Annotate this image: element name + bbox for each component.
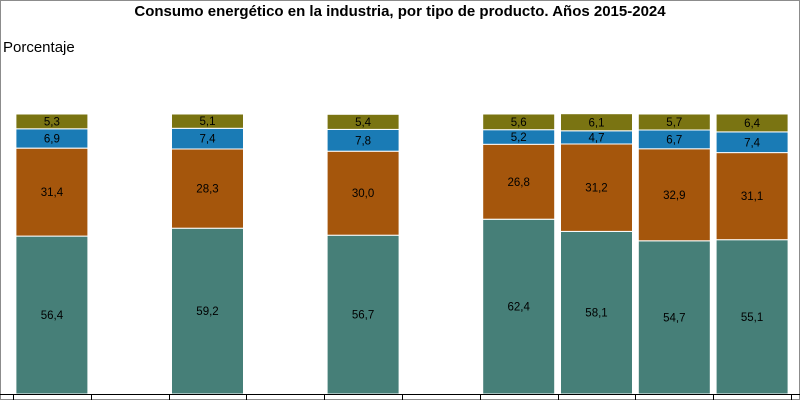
- data-label-2015-series-4: 5,3: [44, 116, 60, 128]
- data-label-2023-series-4: 5,7: [666, 117, 682, 129]
- x-axis: [0, 394, 800, 400]
- data-label-2021-series-4: 5,6: [511, 117, 527, 129]
- bar-segment-2021-series-2: [482, 143, 556, 220]
- bar-segment-2015-series-1: [15, 235, 89, 395]
- bar-segment-2024-series-1: [715, 239, 789, 395]
- data-label-2023-series-2: 32,9: [663, 190, 685, 202]
- data-label-2024-series-1: 55,1: [741, 312, 763, 324]
- data-label-2021-series-2: 26,8: [508, 177, 530, 189]
- bar-segment-2019-series-2: [326, 150, 400, 236]
- data-label-2017-series-3: 7,4: [200, 134, 217, 146]
- data-label-2017-series-1: 59,2: [196, 306, 218, 318]
- bar-segment-2023-series-2: [637, 148, 711, 242]
- bar-segment-2017-series-2: [171, 148, 244, 229]
- data-label-2015-series-3: 6,9: [44, 134, 60, 146]
- bar-segment-2023-series-4: [637, 113, 711, 131]
- data-label-2019-series-3: 7,8: [355, 135, 371, 147]
- data-label-2023-series-1: 54,7: [663, 312, 685, 324]
- data-label-2015-series-2: 31,4: [41, 187, 64, 199]
- data-label-2017-series-2: 28,3: [196, 184, 218, 196]
- bar-segment-2019-series-4: [326, 113, 400, 130]
- data-label-2022-series-1: 58,1: [585, 308, 607, 320]
- bar-segment-2017-series-4: [171, 113, 244, 129]
- data-label-2021-series-1: 62,4: [508, 302, 531, 314]
- bar-segment-2022-series-4: [560, 113, 633, 132]
- bar-segment-2022-series-2: [560, 143, 633, 232]
- data-label-2019-series-1: 56,7: [352, 310, 374, 322]
- data-label-2019-series-4: 5,4: [355, 117, 372, 129]
- data-label-2024-series-3: 7,4: [744, 137, 761, 149]
- bar-segment-2015-series-2: [15, 147, 89, 237]
- bar-segment-2024-series-4: [715, 113, 789, 133]
- data-label-2015-series-1: 56,4: [41, 310, 64, 322]
- data-label-2017-series-4: 5,1: [200, 116, 216, 128]
- bar-segment-2021-series-1: [482, 218, 556, 395]
- bar-segment-2022-series-1: [560, 230, 633, 395]
- data-label-2023-series-3: 6,7: [666, 134, 682, 146]
- bar-segment-2015-series-4: [15, 113, 89, 130]
- data-label-2022-series-4: 6,1: [589, 117, 605, 129]
- data-label-2024-series-4: 6,4: [744, 118, 761, 130]
- bar-segment-2021-series-4: [482, 113, 556, 131]
- data-label-2024-series-2: 31,1: [741, 191, 763, 203]
- bar-segment-2017-series-1: [171, 227, 244, 395]
- data-label-2022-series-2: 31,2: [585, 183, 607, 195]
- chart-title: Consumo energético en la industria, por …: [134, 3, 666, 20]
- data-label-2022-series-3: 4,7: [589, 132, 605, 144]
- data-label-2019-series-2: 30,0: [352, 188, 374, 200]
- y-axis-unit-label: Porcentaje: [3, 39, 75, 56]
- bar-segment-2023-series-1: [637, 240, 711, 395]
- data-label-2021-series-3: 5,2: [511, 132, 527, 144]
- data-labels-group: 56,4 31,4 6,9 5,3 59,2 28,3 7,4 5,1 56,7 30,0 7,8 5…: [41, 116, 764, 324]
- bar-segment-2024-series-2: [715, 152, 789, 241]
- bars-group: [15, 113, 789, 395]
